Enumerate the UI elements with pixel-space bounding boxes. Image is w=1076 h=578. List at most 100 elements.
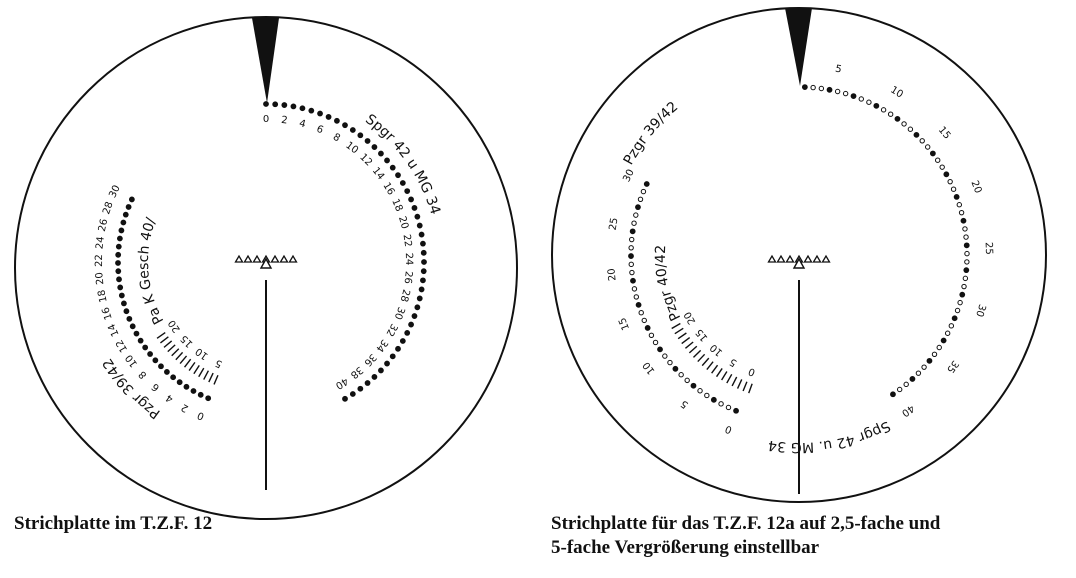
reticle-left-left-scale-dot <box>133 330 140 337</box>
reticle-left-inner-scale-tick-label: 20 <box>167 318 183 335</box>
reticle-right-left-scale-dot <box>704 392 710 399</box>
reticle-left-right-scale-tick-label: 10 <box>343 140 360 156</box>
reticle-right-inner-scale-hatch-tick <box>674 327 684 335</box>
reticle-left-right-scale-dot <box>281 102 288 108</box>
reticle-right-right-scale-dot <box>964 259 970 265</box>
caption-left: Strichplatte im T.Z.F. 12 <box>14 513 213 534</box>
reticle-left-inner-scale-hatch-tick <box>163 340 173 348</box>
reticle-right-left-scale-dot <box>629 236 635 243</box>
reticle-right-left-scale-dot <box>635 301 642 308</box>
reticle-right-inner-scale-hatch-tick <box>731 376 738 387</box>
reticle-right-left-scale-dot <box>640 188 647 195</box>
reticle-left-right-scale-dot <box>378 367 384 374</box>
reticle-right-inner-scale-tick-label: 10 <box>708 341 725 358</box>
reticle-right-right-scale-dot <box>962 275 969 282</box>
reticle-right-inner-scale-label: Pzgr 40/42 <box>653 245 684 324</box>
reticle-right-right-scale-tick-label: 25 <box>983 242 994 255</box>
reticle-right-right-scale-dot <box>834 88 841 95</box>
reticle-left-right-scale-dot <box>408 321 414 328</box>
reticle-left-right-scale-dot <box>420 277 426 284</box>
reticle-left-right-scale-dot <box>418 286 425 293</box>
reticle-right-left-scale-tick-label: 30 <box>621 168 636 184</box>
reticle-right-right-scale-dot <box>934 157 941 163</box>
reticle-left-right-scale-dot <box>414 213 421 220</box>
reticle-left-right-scale-tick-label: 28 <box>398 288 412 303</box>
reticle-right-left-scale-dot <box>652 339 659 346</box>
reticle-left-left-scale-tick-label: 20 <box>94 272 106 286</box>
reticle-left-right-scale-label: Spgr 42 u MG 34 <box>362 111 443 216</box>
reticle-right-inner-scale-hatch-tick <box>688 345 698 354</box>
reticle-right-right-scale-dot <box>963 242 970 249</box>
reticle-right-left-scale-dot <box>684 377 690 384</box>
reticle-right-right-scale-dot <box>961 283 967 290</box>
reticle-right-right-scale-tick-label: 10 <box>888 85 905 101</box>
reticle-right-right-scale-dot <box>858 96 864 102</box>
reticle-right-inner-scale-hatch-tick <box>726 373 733 384</box>
reticle-right-right-scale-tick-label: 30 <box>973 303 987 318</box>
reticle-left-left-scale-dot <box>147 351 153 357</box>
reticle-left-left-scale-dot <box>118 292 125 299</box>
reticle-left-right-scale-tick-label: 12 <box>357 152 374 169</box>
reticle-right-left-scale-dot <box>628 261 634 268</box>
reticle-right-right-scale-tick-label: 5 <box>834 64 843 76</box>
reticle-left-triangle-mark <box>252 254 262 263</box>
reticle-right-left-scale-dot <box>710 396 717 403</box>
reticle-left-right-scale-tick-label: 4 <box>298 118 307 130</box>
reticle-right-right-scale-dot <box>964 250 970 257</box>
reticle-left-right-scale-dot <box>420 249 427 256</box>
reticle-left-right-scale-dot <box>420 240 426 247</box>
reticle-left-triangle-mark <box>279 254 289 263</box>
reticle-right-inner-scale-hatch-tick <box>701 357 710 367</box>
reticle-right-left-scale-dot <box>678 372 684 378</box>
reticle-left-left-scale-dot <box>128 196 135 203</box>
reticle-left-right-scale-tick-label: 36 <box>362 351 379 368</box>
reticle-right-left-scale-dot <box>648 332 655 338</box>
caption-right: Strichplatte für das T.Z.F. 12a auf 2,5-… <box>551 512 940 560</box>
reticle-right-right-scale-dot <box>801 84 808 91</box>
reticle-right-left-scale-dot <box>643 181 650 187</box>
reticle-right-inner-scale-hatch-tick <box>692 349 702 358</box>
reticle-left-left-scale-tick-label: 8 <box>137 368 149 380</box>
reticle-left-right-scale-tick-label: 18 <box>389 197 404 213</box>
reticle-right-right-scale-dot <box>915 370 922 376</box>
reticle-left-right-scale-dot <box>342 122 348 129</box>
reticle-left-left-scale-dot <box>183 383 190 390</box>
reticle-left-left-scale-dot <box>176 379 183 386</box>
reticle-left-right-scale-tick-label: 26 <box>402 270 414 284</box>
reticle-right-triangle-mark <box>767 254 777 263</box>
reticle-right-right-scale-dot <box>948 323 955 329</box>
reticle-left-left-scale-dot <box>118 227 125 234</box>
reticle-left-right-scale-tick-label: 6 <box>315 124 325 137</box>
reticle-left-left-scale-dot <box>123 308 130 315</box>
reticle-left-right-scale-dot <box>290 103 297 110</box>
reticle-right-right-scale-tick-label: 35 <box>944 358 960 375</box>
reticle-left-right-scale-dot <box>399 180 406 186</box>
reticle-left-right-scale-dot <box>399 338 406 344</box>
reticle-left-right-scale-dot <box>395 172 401 179</box>
reticle-left-left-scale-dot <box>116 235 123 242</box>
reticle-left-right-scale-dot <box>384 360 390 367</box>
reticle-right-left-scale-dot <box>635 204 641 211</box>
reticle-right-inner-scale-hatch-tick <box>748 383 753 394</box>
reticle-right-left-scale-tick-label: 25 <box>608 217 621 231</box>
reticle-left-inner-scale-hatch-tick <box>156 331 166 339</box>
reticle-left-left-scale-dot <box>117 284 124 291</box>
reticle-left-left-scale-dot <box>125 204 132 210</box>
reticle-right-right-scale-dot <box>953 193 960 200</box>
reticle-left-left-scale-tick-label: 2 <box>179 401 190 414</box>
reticle-right-inner-scale-tick-label: 15 <box>694 326 711 343</box>
reticle-right-inner-scale-hatch-tick <box>736 379 743 389</box>
reticle-left-right-scale-tick-label: 38 <box>348 364 365 381</box>
reticle-right-right-scale-dot <box>913 131 920 138</box>
reticle-right-inner-scale-tick-label: 0 <box>747 365 757 378</box>
reticle-right-right-scale-dot <box>903 381 909 388</box>
reticle-left-right-scale-tick-label: 2 <box>280 115 288 127</box>
reticle-right-right-scale-dot <box>963 267 970 274</box>
reticle-right-right-scale-dot <box>921 364 927 370</box>
reticle-left-left-scale-dot <box>121 300 127 307</box>
reticle-left-inner-scale-hatch-tick <box>175 351 184 361</box>
reticle-left-right-scale-tick-label: 0 <box>263 114 269 125</box>
reticle-right-right-scale-dot <box>950 186 957 192</box>
reticle-left-inner-scale-hatch-tick <box>167 344 176 353</box>
reticle-left-right-scale-dot <box>378 150 384 157</box>
